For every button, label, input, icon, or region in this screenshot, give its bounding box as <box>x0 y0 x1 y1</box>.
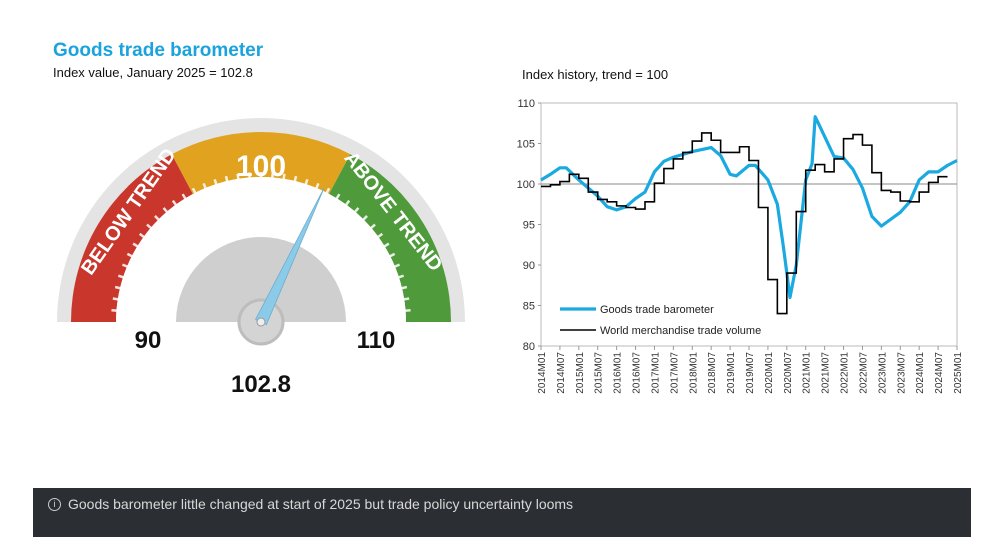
gauge-tick <box>376 263 401 276</box>
legend-label-barometer: Goods trade barometer <box>600 304 714 316</box>
gauge-tick <box>117 274 143 285</box>
x-tick-label: 2017M07 <box>669 352 680 394</box>
x-tick-label: 2025M01 <box>953 352 964 394</box>
gauge-band-neutral <box>171 132 351 194</box>
y-tick-label: 85 <box>523 301 535 313</box>
x-tick-label: 2024M01 <box>915 352 926 394</box>
series-volume-line <box>541 132 948 315</box>
x-tick-label: 2020M07 <box>783 352 794 394</box>
gauge-tick <box>126 252 151 267</box>
x-tick-label: 2022M07 <box>858 352 869 394</box>
x-tick-label: 2016M07 <box>632 352 643 394</box>
x-tick-label: 2014M01 <box>537 352 548 394</box>
gauge-tick <box>224 175 234 201</box>
x-tick-label: 2019M01 <box>726 352 737 394</box>
gauge-tick <box>325 193 341 217</box>
caption-text: Goods barometer little changed at start … <box>68 496 574 512</box>
x-tick-label: 2016M01 <box>613 352 624 394</box>
gauge-tick <box>132 242 156 258</box>
gauge-tick <box>279 173 286 199</box>
x-tick-label: 2021M01 <box>802 352 813 394</box>
info-icon: i <box>48 498 61 511</box>
y-tick-label: 110 <box>517 98 535 110</box>
gauge-tick <box>288 175 298 201</box>
gauge-tick <box>171 199 189 222</box>
gauge-tick <box>366 242 390 258</box>
gauge-tick <box>307 182 320 207</box>
x-tick-label: 2024M07 <box>934 352 945 394</box>
gauge-tick <box>191 187 206 212</box>
x-tick-label: 2015M01 <box>575 352 586 394</box>
gauge-tick <box>348 215 368 235</box>
x-tick-label: 2023M07 <box>896 352 907 394</box>
gauge-tick <box>385 308 411 314</box>
gauge-tick <box>202 182 215 207</box>
gauge-tick <box>181 193 197 217</box>
gauge-max-label: 110 <box>357 327 396 354</box>
chart-title: Index history, trend = 100 <box>522 67 669 82</box>
x-tick-label: 2023M01 <box>877 352 888 394</box>
x-tick-label: 2018M01 <box>688 352 699 394</box>
gauge-tick <box>379 274 405 285</box>
gauge-tick <box>371 252 396 267</box>
gauge-tick <box>355 223 376 242</box>
gauge-hub-plate <box>176 237 346 322</box>
gauge-tick <box>213 178 224 204</box>
gauge-tick <box>162 207 181 228</box>
x-tick-label: 2019M07 <box>745 352 756 394</box>
gauge-tick <box>333 199 351 222</box>
gauge-tick <box>138 232 161 250</box>
gauge-tick <box>269 172 275 198</box>
page-title: Goods trade barometer <box>53 40 264 61</box>
gauge-tick <box>341 207 360 228</box>
gauge-tick <box>146 223 167 242</box>
caption-bar: i Goods barometer little changed at star… <box>33 488 971 537</box>
gauge-tick <box>247 172 253 198</box>
gauge-mid-label: 100 <box>236 150 286 183</box>
gauge-tick <box>121 263 146 276</box>
gauge-tick <box>298 178 309 204</box>
y-tick-label: 100 <box>517 179 535 191</box>
series-barometer-line <box>540 115 958 299</box>
gauge-band-above <box>329 154 451 322</box>
gauge-tick <box>384 297 410 304</box>
gauge-subtitle: Index value, January 2025 = 102.8 <box>53 65 253 80</box>
x-tick-label: 2021M07 <box>821 352 832 394</box>
y-tick-label: 80 <box>523 341 535 353</box>
x-tick-label: 2022M01 <box>840 352 851 394</box>
gauge-value-label: 102.8 <box>231 371 291 398</box>
legend-label-volume: World merchandise trade volume <box>600 325 761 337</box>
gauge-tick <box>154 215 174 235</box>
gauge-pivot <box>256 317 266 327</box>
gauge-tick <box>111 308 137 314</box>
gauge-tick <box>236 173 243 199</box>
gauge-tick <box>114 285 140 295</box>
x-tick-label: 2020M01 <box>764 352 775 394</box>
x-tick-label: 2014M07 <box>556 352 567 394</box>
gauge-band-below <box>71 154 193 322</box>
y-tick-label: 95 <box>523 220 535 232</box>
gauge-min-label: 90 <box>135 327 162 354</box>
line-chart: 80 85 90 95 100 105 110 2014M01 2014M07 2015M01 20… <box>517 98 964 394</box>
x-tick-label: 2018M07 <box>707 352 718 394</box>
gauge-tick <box>361 232 384 250</box>
x-tick-label: 2015M07 <box>594 352 605 394</box>
gauge-tick <box>112 297 138 304</box>
gauge-tick <box>382 285 408 295</box>
y-tick-label: 105 <box>517 139 535 151</box>
gauge-tick <box>316 187 331 212</box>
x-tick-label: 2017M01 <box>650 352 661 394</box>
y-tick-label: 90 <box>523 260 535 272</box>
